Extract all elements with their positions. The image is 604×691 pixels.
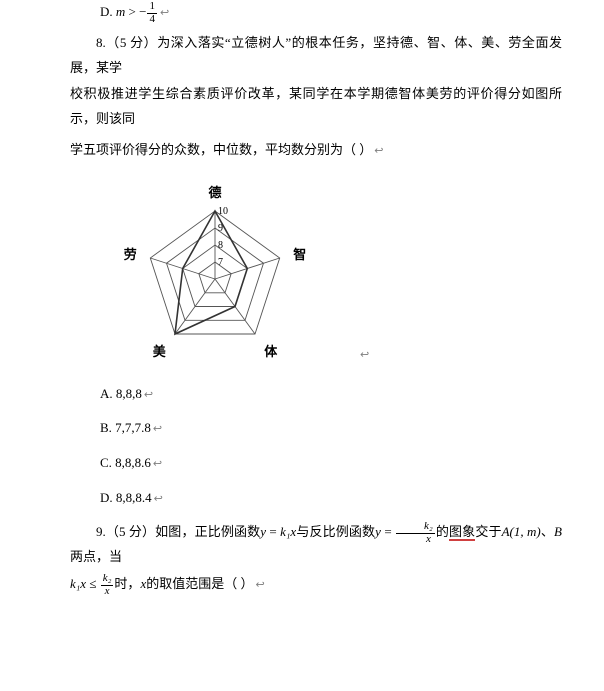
q7d-prefix: D.	[100, 4, 116, 19]
q8-line3: 学五项评价得分的众数，中位数，平均数分别为（ ）↩	[70, 138, 562, 163]
ret: ↩	[153, 458, 162, 470]
q9-f1n: k₂	[396, 521, 435, 534]
svg-text:7: 7	[218, 257, 223, 268]
q9-f2d: x	[101, 586, 114, 598]
q9-prefix: 9.（5 分）如图，正比例函数	[96, 524, 260, 539]
q9-line1: 9.（5 分）如图，正比例函数y = k₁x与反比例函数y = k₂x的图象交于…	[70, 520, 562, 570]
q9-le: ≤	[86, 576, 100, 591]
svg-text:10: 10	[218, 206, 228, 217]
ret: ↩	[153, 423, 162, 435]
ret: ↩	[154, 493, 163, 505]
q9-A: A(1, m)	[502, 524, 541, 539]
svg-text:8: 8	[218, 240, 223, 251]
q9-mid7: 两点，当	[70, 549, 122, 564]
q9-mid2: 与反比例函数	[296, 524, 375, 539]
q7d-op: > −	[125, 4, 146, 19]
q8-option-b: B. 7,7,7.8↩	[100, 416, 562, 441]
ret: ↩	[360, 345, 369, 366]
q8-options: A. 8,8,8↩ B. 7,7,7.8↩ C. 8,8,8.6↩ D. 8,8…	[100, 382, 562, 511]
q7d-frac: 14	[147, 1, 157, 25]
q8-body3: 学五项评价得分的众数，中位数，平均数分别为（ ）	[70, 142, 372, 157]
q9-line2: k₁x ≤ k₂x时，x 的取值范围是（ ）↩	[70, 572, 562, 597]
svg-text:德: 德	[208, 185, 221, 200]
q7d-var: m	[116, 4, 125, 19]
q8-option-c: C. 8,8,8.6↩	[100, 451, 562, 476]
q9-k1x2: k₁x	[70, 576, 86, 591]
svg-text:智: 智	[293, 246, 306, 261]
ret: ↩	[144, 389, 153, 401]
q9-f1d: x	[396, 534, 435, 546]
q9-eq1: =	[266, 524, 280, 539]
q7d-frac-den: 4	[147, 14, 157, 26]
q8-radar-chart: 10987德智体美劳 ↩	[100, 171, 562, 376]
q8-line2: 校积极推进学生综合素质评价改革，某同学在本学期德智体美劳的评价得分如图所示，则该…	[70, 82, 562, 131]
svg-text:劳: 劳	[124, 246, 137, 261]
q8-b-text: B. 7,7,7.8	[100, 420, 151, 435]
q9-frac2: k₂x	[101, 573, 114, 597]
q9-underlined: 图象	[449, 524, 475, 541]
q9-mid6: 、	[541, 524, 554, 539]
ret: ↩	[374, 145, 383, 157]
q9-frac1: k₂x	[396, 521, 435, 545]
q9-mid4: 的	[436, 524, 449, 539]
svg-text:体: 体	[264, 344, 278, 359]
q9-eq2: =	[381, 524, 395, 539]
q9-mid5: 交于	[475, 524, 501, 539]
q9-b: 时，	[114, 576, 140, 591]
q9-B: B	[554, 524, 562, 539]
ret: ↩	[255, 579, 264, 591]
q9-k1x: k₁x	[280, 524, 296, 539]
ret: ↩	[160, 7, 169, 19]
q7d-frac-num: 1	[147, 1, 157, 14]
radar-svg: 10987德智体美劳	[100, 171, 330, 376]
q7-option-d: D. m > −14↩	[100, 0, 562, 25]
svg-text:美: 美	[153, 344, 167, 359]
q8-option-d: D. 8,8,8.4↩	[100, 486, 562, 511]
q8-prefix: 8.（5 分）	[96, 35, 157, 50]
q8-line1: 8.（5 分）为深入落实“立德树人”的根本任务，坚持德、智、体、美、劳全面发展，…	[70, 31, 562, 80]
q9-f2n: k₂	[101, 573, 114, 586]
q8-option-a: A. 8,8,8↩	[100, 382, 562, 407]
q8-a-text: A. 8,8,8	[100, 386, 142, 401]
q8-d-text: D. 8,8,8.4	[100, 490, 152, 505]
q9-d: 的取值范围是（ ）	[146, 576, 253, 591]
q8-c-text: C. 8,8,8.6	[100, 455, 151, 470]
